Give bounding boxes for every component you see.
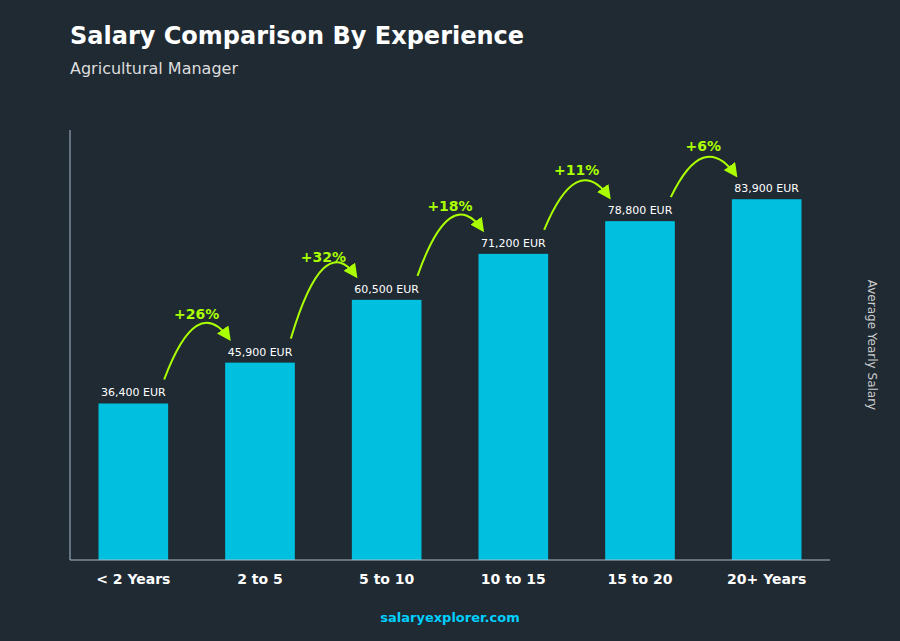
change-arrow xyxy=(164,323,229,380)
x-tick-label: 10 to 15 xyxy=(481,571,546,587)
y-axis-label: Average Yearly Salary xyxy=(865,280,879,410)
data-label: 45,900 EUR xyxy=(228,346,293,359)
x-tick-label: 2 to 5 xyxy=(237,571,283,587)
annotation: +11% xyxy=(554,162,599,178)
bar xyxy=(99,403,169,560)
annotation: +26% xyxy=(174,306,219,322)
x-tick-label: < 2 Years xyxy=(96,571,170,587)
data-label: 36,400 EUR xyxy=(101,386,166,399)
background xyxy=(0,0,900,641)
annotation: +18% xyxy=(427,198,472,214)
bar xyxy=(225,363,295,560)
footer: salaryexplorer.com xyxy=(380,610,519,625)
data-label: 60,500 EUR xyxy=(354,283,419,296)
bar xyxy=(732,199,802,560)
title: Salary Comparison By Experience xyxy=(70,22,524,50)
change-arrow xyxy=(418,215,483,276)
x-tick-label: 15 to 20 xyxy=(607,571,672,587)
bars xyxy=(99,199,802,560)
x-axis xyxy=(70,560,830,561)
data-label: 71,200 EUR xyxy=(481,237,546,250)
x-tick-label: 5 to 10 xyxy=(359,571,415,587)
x-tick-label: 20+ Years xyxy=(727,571,806,587)
y-axis xyxy=(70,130,71,560)
annotation: +32% xyxy=(301,249,346,265)
change-arrow xyxy=(544,180,609,230)
bar xyxy=(352,300,422,560)
bar xyxy=(605,221,675,560)
data-label: 78,800 EUR xyxy=(608,204,673,217)
bar xyxy=(479,254,549,560)
subtitle: Agricultural Manager xyxy=(70,59,238,78)
annotation: +6% xyxy=(686,138,722,154)
change-arrow xyxy=(291,262,356,338)
chart: Salary Comparison By Experience Agricultu… xyxy=(0,0,900,641)
data-label: 83,900 EUR xyxy=(734,182,799,195)
change-arrow xyxy=(671,157,736,198)
